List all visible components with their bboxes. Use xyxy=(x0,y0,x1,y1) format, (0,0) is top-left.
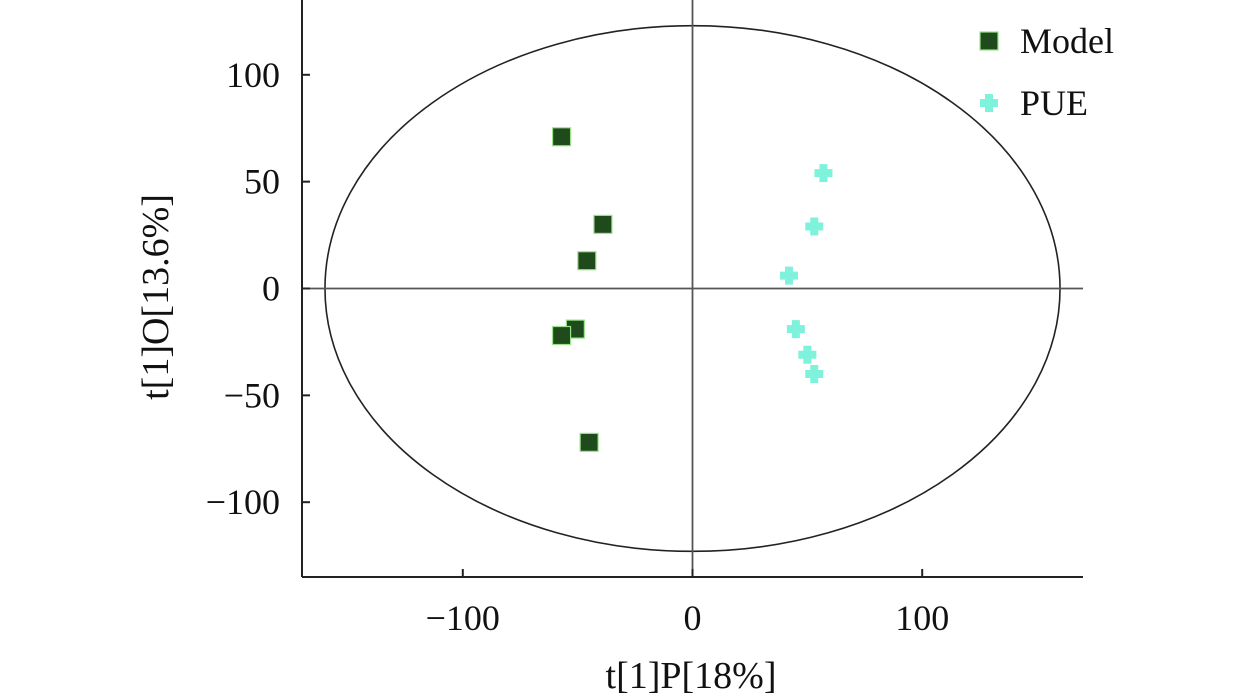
y-tick-label: −100 xyxy=(206,482,280,522)
model-point xyxy=(577,251,597,271)
legend-label: PUE xyxy=(1020,83,1088,123)
pue-point xyxy=(805,364,824,383)
model-point xyxy=(593,214,613,234)
y-tick-label: 100 xyxy=(226,55,280,95)
pue-point xyxy=(805,217,824,236)
legend: Model PUE xyxy=(979,21,1114,123)
legend-model-marker xyxy=(979,31,999,51)
model-point xyxy=(579,432,599,452)
y-tick-label: 50 xyxy=(244,162,280,202)
x-tick-label: 100 xyxy=(895,598,949,638)
pue-point xyxy=(779,266,798,285)
model-point xyxy=(551,325,572,346)
x-tick-label: 0 xyxy=(684,598,702,638)
y-tick-label: −50 xyxy=(224,375,280,415)
plot-area xyxy=(302,0,1083,577)
legend-label: Model xyxy=(1020,21,1114,61)
model-point xyxy=(551,127,572,147)
pue-point xyxy=(798,345,817,364)
legend-pue-marker xyxy=(980,94,998,112)
y-tick-label: 0 xyxy=(262,269,280,309)
pue-point xyxy=(786,320,805,339)
x-tick-label: −100 xyxy=(426,598,500,638)
y-axis-label: t[1]O[13.6%] xyxy=(135,194,177,400)
data-marks xyxy=(551,127,833,452)
axes: −100 0 100 100 50 0 −50 −100 xyxy=(206,0,1083,638)
pue-point xyxy=(814,164,833,183)
x-axis-label: t[1]P[18%] xyxy=(606,655,777,697)
